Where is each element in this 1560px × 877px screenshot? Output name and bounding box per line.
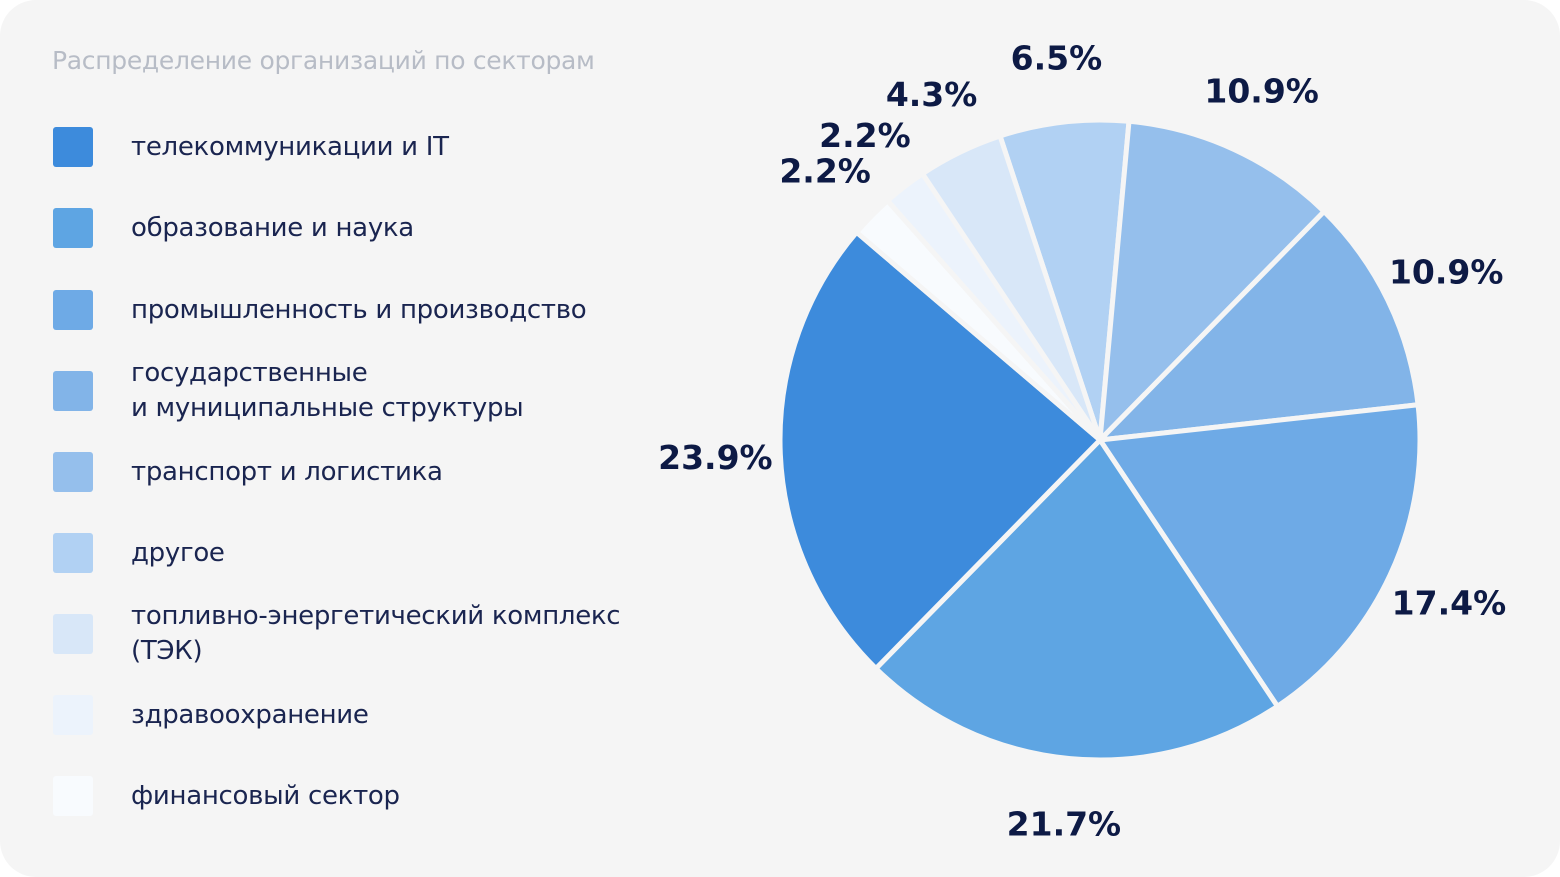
chart-title: Распределение организаций по секторам (52, 46, 595, 75)
legend-swatch (53, 127, 93, 167)
pie-slice (997, 117, 1132, 443)
legend-swatch (53, 533, 93, 573)
slice-label: 6.5% (1011, 38, 1103, 77)
legend-label: образование и наука (131, 212, 414, 243)
slice-label: 23.9% (658, 438, 773, 477)
pie-slice (1097, 209, 1421, 443)
legend-swatch (53, 452, 93, 492)
legend-label: другое (131, 537, 225, 568)
slice-label: 10.9% (1204, 72, 1319, 111)
pie-slice (1097, 118, 1327, 443)
legend-item: государственные и муниципальные структуры (53, 356, 693, 426)
legend-label: финансовый сектор (131, 780, 400, 811)
legend-item: топливно-энергетический комплекс (ТЭК) (53, 599, 693, 669)
legend-item: промышленность и производство (53, 290, 693, 330)
legend-item: образование и наука (53, 208, 693, 248)
pie-slice (1097, 402, 1423, 709)
legend-swatch (53, 371, 93, 411)
slice-label: 4.3% (886, 75, 978, 114)
slice-label: 10.9% (1389, 253, 1504, 292)
slice-label: 2.2% (819, 116, 911, 155)
legend-label: транспорт и логистика (131, 456, 443, 487)
legend-item: финансовый сектор (53, 776, 693, 816)
legend-label: промышленность и производство (131, 294, 587, 325)
legend-item: другое (53, 533, 693, 573)
pie-slice (777, 229, 1103, 671)
slice-label: 21.7% (1007, 804, 1122, 843)
legend-swatch (53, 614, 93, 654)
legend-item: здравоохранение (53, 695, 693, 735)
legend-swatch (53, 776, 93, 816)
legend-swatch (53, 695, 93, 735)
legend-item: транспорт и логистика (53, 452, 693, 492)
legend-label: здравоохранение (131, 699, 369, 730)
pie-slice (873, 437, 1280, 763)
legend-label: топливно-энергетический комплекс (ТЭК) (131, 601, 621, 666)
legend-item: телекоммуникации и IT (53, 127, 693, 167)
pie-slice (920, 133, 1103, 443)
legend-label: государственные и муниципальные структуры (131, 358, 524, 423)
slice-label: 17.4% (1392, 584, 1507, 623)
slice-label: 2.2% (779, 151, 871, 190)
legend-label: телекоммуникации и IT (131, 131, 449, 162)
legend-swatch (53, 208, 93, 248)
legend-swatch (53, 290, 93, 330)
